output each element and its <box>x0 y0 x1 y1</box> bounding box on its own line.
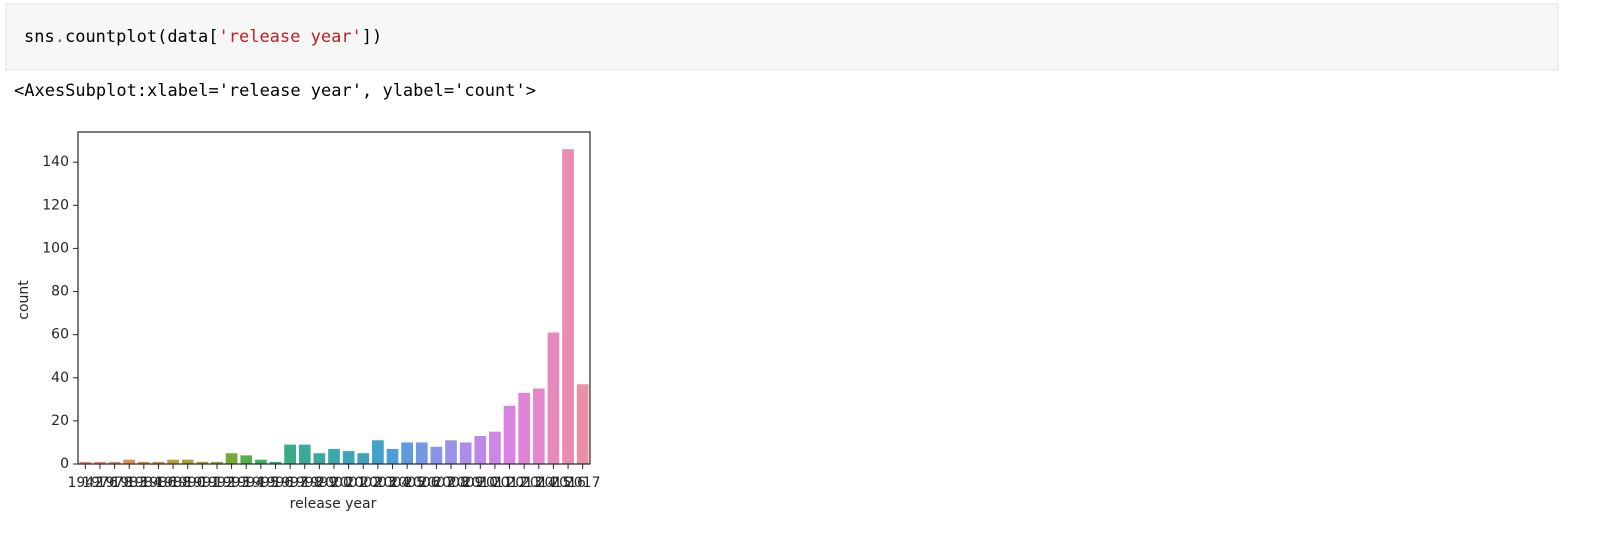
bar <box>79 461 92 464</box>
x-tick-label: 2008 <box>433 475 469 491</box>
x-tick-label: 2011 <box>477 475 513 491</box>
code-token: countplot(data[ <box>65 27 219 47</box>
x-tick-label: 2001 <box>331 475 367 491</box>
bar <box>547 332 560 464</box>
bar <box>240 455 253 464</box>
bar <box>415 442 428 464</box>
x-tick-label: 2012 <box>492 475 528 491</box>
bar <box>576 384 589 464</box>
x-tick-label: 1990 <box>170 475 206 491</box>
bar <box>445 440 457 464</box>
x-tick-label: 1976 <box>82 475 118 491</box>
bar <box>459 442 472 464</box>
x-tick-label: 1942 <box>67 475 103 491</box>
x-tick-label: 1986 <box>141 475 177 491</box>
code-token: ]) <box>362 27 382 47</box>
bar <box>430 446 443 464</box>
bar <box>313 453 326 464</box>
x-tick-label: 1999 <box>302 475 338 491</box>
code-token: sns <box>24 27 55 47</box>
x-tick-label: 1995 <box>243 475 279 491</box>
y-tick-label: 40 <box>51 370 69 386</box>
bar <box>342 451 355 464</box>
code-token: . <box>55 27 65 47</box>
bar <box>401 442 413 464</box>
bar <box>108 461 121 464</box>
x-tick-label: 2015 <box>536 475 572 491</box>
bar <box>137 461 150 464</box>
bar <box>152 461 165 464</box>
x-tick-label: 2000 <box>316 475 352 491</box>
x-tick-label: 2009 <box>448 475 484 491</box>
x-tick-label: 2010 <box>462 475 498 491</box>
bar <box>225 453 238 464</box>
y-tick-label: 140 <box>42 154 69 170</box>
bar <box>386 448 399 464</box>
y-tick-label: 100 <box>42 240 69 256</box>
bar <box>181 459 194 464</box>
x-tick-label: 2007 <box>419 475 455 491</box>
chart: 0204060801001201401942197619781983198419… <box>42 131 601 491</box>
x-tick-label: 2013 <box>506 475 542 491</box>
bar <box>474 435 487 464</box>
x-tick-label: 1997 <box>272 475 308 491</box>
x-tick-label: 2006 <box>404 475 440 491</box>
bar <box>357 453 370 464</box>
y-tick-label: 80 <box>51 284 69 300</box>
x-tick-label: 1994 <box>228 475 264 491</box>
x-tick-label: 1983 <box>111 475 147 491</box>
y-tick-label: 120 <box>42 197 69 213</box>
bar <box>94 461 106 464</box>
x-tick-label: 1988 <box>155 475 191 491</box>
bar <box>518 392 531 464</box>
bar <box>255 459 267 464</box>
bar <box>532 388 545 464</box>
x-tick-label: 2004 <box>375 475 411 491</box>
code: sns.countplot(data['release year']) <box>24 27 382 47</box>
axes-frame <box>77 131 591 465</box>
bar <box>503 405 516 464</box>
y-tick-label: 0 <box>60 456 69 472</box>
x-tick-label: 2003 <box>360 475 396 491</box>
x-tick-label: 1992 <box>199 475 235 491</box>
y-axis-label: count <box>16 280 32 320</box>
x-tick-label: 2014 <box>521 475 557 491</box>
x-tick-label: 1993 <box>214 475 250 491</box>
x-axis-label: release year <box>290 496 377 512</box>
x-tick-label: 2002 <box>345 475 381 491</box>
output-text: <AxesSubplot:xlabel='release year', ylab… <box>14 81 536 101</box>
bar <box>328 448 340 464</box>
x-tick-label: 1978 <box>97 475 133 491</box>
bar <box>211 461 223 464</box>
bar <box>269 461 282 464</box>
y-tick-label: 20 <box>51 413 69 429</box>
x-tick-label: 1996 <box>258 475 294 491</box>
x-tick-label: 2005 <box>389 475 425 491</box>
bar <box>123 459 136 464</box>
bar <box>196 461 209 464</box>
bar <box>284 444 296 464</box>
code-cell[interactable] <box>5 3 1559 71</box>
x-tick-label: 2016 <box>550 475 586 491</box>
bar <box>489 431 501 464</box>
x-tick-label: 1984 <box>126 475 162 491</box>
bar <box>167 459 179 464</box>
x-tick-label: 2017 <box>565 475 601 491</box>
bar <box>372 440 384 464</box>
x-tick-label: 1998 <box>287 475 323 491</box>
y-tick-label: 60 <box>51 327 69 343</box>
code-token: 'release year' <box>219 27 362 47</box>
bar <box>298 444 311 464</box>
bar <box>562 149 574 464</box>
x-tick-label: 1991 <box>185 475 221 491</box>
